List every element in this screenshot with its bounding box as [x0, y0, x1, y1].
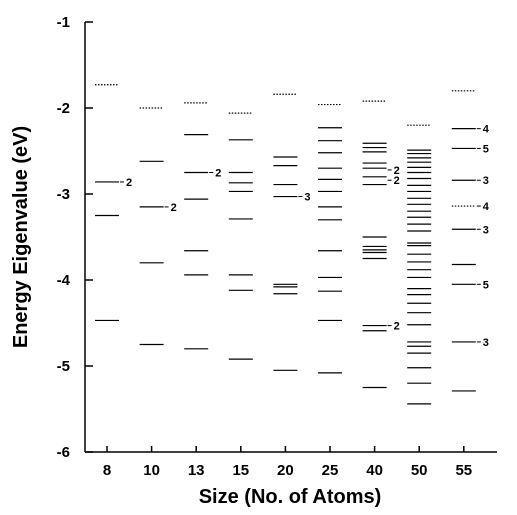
- degeneracy-label: 2: [126, 177, 132, 189]
- degeneracy-label: 2: [171, 202, 177, 214]
- degeneracy-label: 4: [483, 124, 490, 136]
- plot-frame: [84, 22, 497, 453]
- y-axis-ticks: -1 -2 -3 -4 -5 -6: [57, 14, 93, 461]
- y-tick-label: -4: [57, 272, 71, 289]
- degeneracy-label: 3: [483, 175, 489, 187]
- degeneracy-label: 5: [483, 143, 489, 155]
- degeneracy-label: 2: [394, 321, 400, 333]
- degeneracy-label: 5: [483, 279, 489, 291]
- x-tick-label: 25: [322, 462, 339, 479]
- x-axis-title: Size (No. of Atoms): [199, 486, 382, 508]
- degeneracy-label: 2: [394, 175, 400, 187]
- x-axis-ticks: 8 10 13 15 20 25 40 50 55: [103, 446, 472, 479]
- y-tick-label: -5: [57, 358, 70, 375]
- x-tick-label: 10: [143, 462, 160, 479]
- degeneracy-label: 2: [215, 168, 221, 180]
- x-tick-label: 50: [411, 462, 428, 479]
- degeneracy-label: 4: [483, 201, 490, 213]
- x-tick-label: 8: [103, 462, 111, 479]
- y-axis-title: Energy Eigenvalue (eV): [10, 126, 32, 348]
- degeneracy-label: 2: [394, 165, 400, 177]
- y-tick-label: -1: [57, 14, 70, 31]
- x-tick-label: 40: [366, 462, 383, 479]
- x-tick-label: 55: [455, 462, 472, 479]
- degeneracy-label: 3: [304, 192, 310, 204]
- degeneracy-label: 3: [483, 337, 489, 349]
- y-tick-label: -3: [57, 186, 70, 203]
- y-tick-label: -6: [57, 444, 70, 461]
- x-tick-label: 20: [277, 462, 294, 479]
- x-tick-label: 15: [232, 462, 249, 479]
- x-tick-label: 13: [188, 462, 205, 479]
- y-tick-label: -2: [57, 100, 70, 117]
- degeneracy-label: 3: [483, 224, 489, 236]
